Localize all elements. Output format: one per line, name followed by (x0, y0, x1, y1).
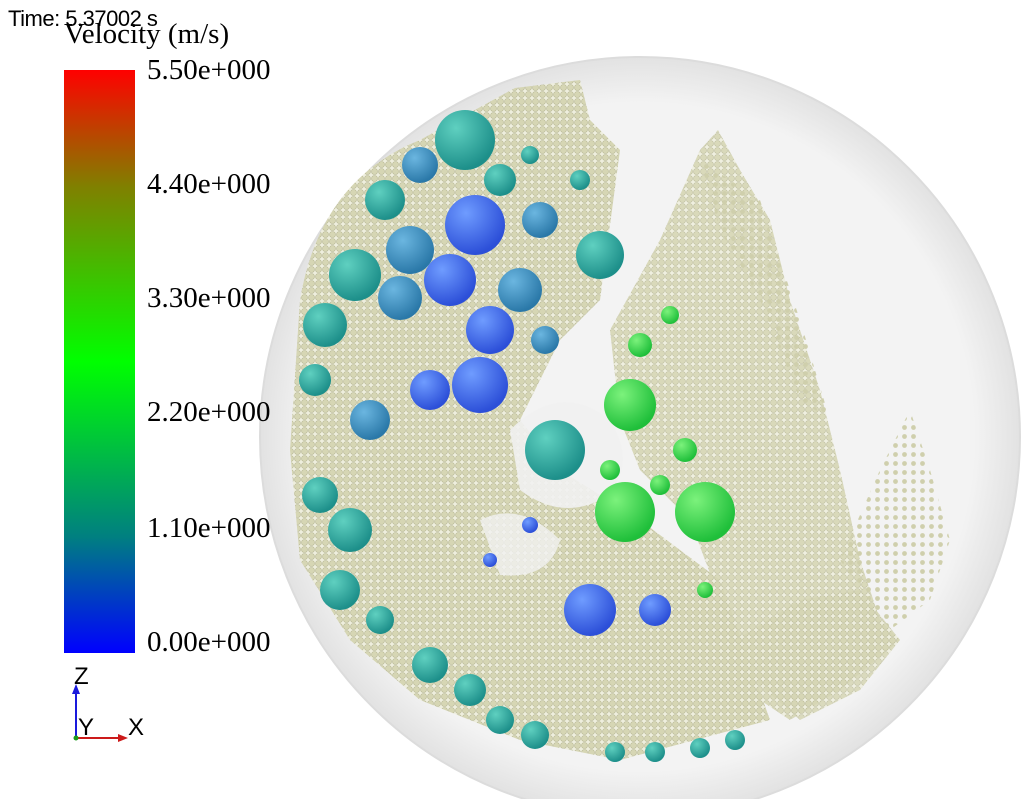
legend-title: Velocity (m/s) (64, 18, 230, 50)
particle-bed (290, 80, 950, 760)
colorbar-tick-max: 5.50e+000 (147, 54, 271, 86)
colorbar-tick-min: 0.00e+000 (147, 626, 271, 658)
colorbar-tick: 3.30e+000 (147, 282, 271, 314)
sphere-cluster (299, 110, 745, 762)
axis-x-label: X (128, 714, 145, 741)
colorbar-tick: 1.10e+000 (147, 512, 271, 544)
axis-triad (72, 684, 128, 742)
simulation-time: Time: 5.37002 s (8, 6, 158, 31)
velocity-colorbar (64, 70, 135, 653)
axis-y-label: Y (78, 714, 95, 741)
colorbar-tick: 2.20e+000 (147, 396, 271, 428)
colorbar-tick: 4.40e+000 (147, 168, 271, 200)
axis-z-label: Z (74, 663, 89, 690)
